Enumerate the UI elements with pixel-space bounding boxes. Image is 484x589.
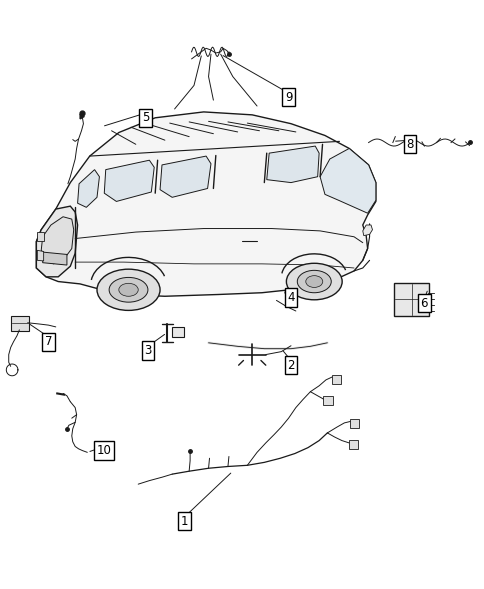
Text: 10: 10 [97,444,111,457]
FancyBboxPatch shape [11,316,29,331]
FancyBboxPatch shape [348,440,358,449]
FancyBboxPatch shape [331,375,341,384]
Text: 8: 8 [405,138,413,151]
Polygon shape [319,148,375,213]
Ellipse shape [109,277,148,302]
Polygon shape [160,156,211,197]
Text: 6: 6 [420,297,427,310]
Polygon shape [41,217,74,264]
FancyBboxPatch shape [323,396,333,405]
Text: 9: 9 [284,91,292,104]
Ellipse shape [119,283,138,296]
Ellipse shape [97,269,160,310]
Text: 4: 4 [287,291,294,304]
Ellipse shape [297,270,331,293]
Ellipse shape [305,276,322,287]
Polygon shape [362,225,372,236]
Polygon shape [37,232,44,241]
Polygon shape [43,252,67,265]
Polygon shape [266,146,318,183]
Polygon shape [37,250,44,261]
Polygon shape [36,206,77,277]
FancyBboxPatch shape [393,283,428,316]
Polygon shape [104,160,154,201]
Text: 2: 2 [287,359,294,372]
Text: 3: 3 [144,344,151,357]
Polygon shape [77,170,99,207]
FancyBboxPatch shape [349,419,359,428]
Text: 1: 1 [180,515,188,528]
Polygon shape [36,112,375,296]
Text: 7: 7 [45,335,52,348]
Ellipse shape [286,263,341,300]
Text: 5: 5 [141,111,149,124]
FancyBboxPatch shape [172,327,183,337]
